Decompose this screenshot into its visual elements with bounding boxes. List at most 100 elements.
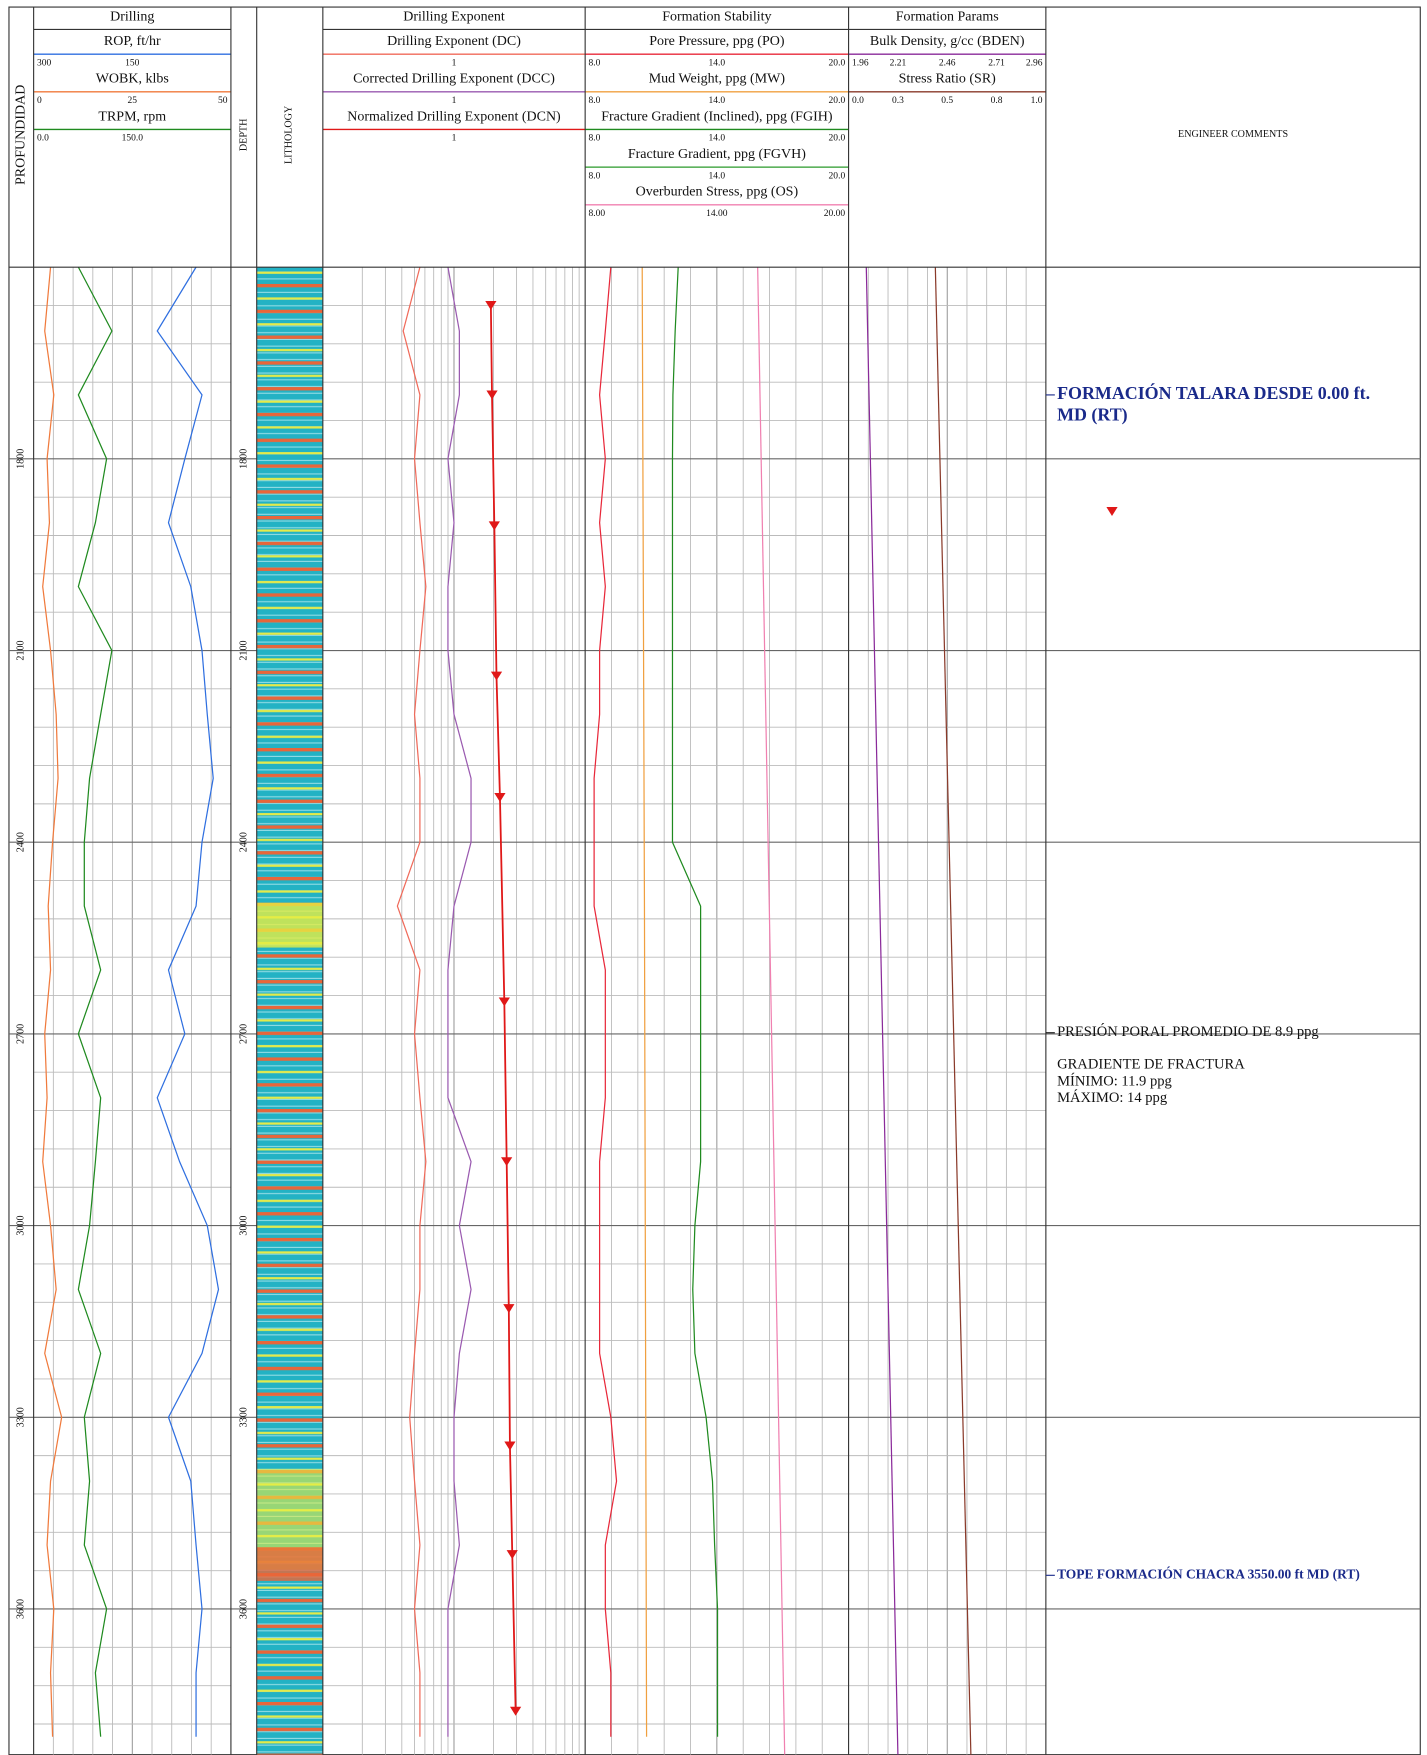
comment: PRESIÓN PORAL PROMEDIO DE 8.9 ppg [1057, 1023, 1319, 1040]
curve-name: Normalized Drilling Exponent (DCN) [347, 109, 561, 124]
scale-label: 50 [218, 96, 228, 106]
curve-marker [494, 792, 506, 802]
curve-marker [506, 1550, 518, 1560]
comment: GRADIENTE DE FRACTURA [1057, 1057, 1245, 1073]
grid: 1800 1800 2100 2100 2400 2400 2700 2700 3000 3000… [8, 267, 1421, 1755]
depth-label: 2100 [239, 640, 250, 660]
depth-label: 2100 [16, 640, 27, 660]
depth-label: 3300 [239, 1407, 250, 1427]
scale-label: 8.0 [589, 134, 601, 144]
scale-label: 8.0 [589, 171, 601, 181]
scale-label: 1 [452, 134, 457, 144]
scale-label: 25 [128, 96, 138, 106]
comment: FORMACIÓN TALARA DESDE 0.00 ft. [1057, 382, 1370, 403]
scale-label: 20.0 [829, 58, 846, 68]
scale-label: 2.71 [988, 58, 1005, 68]
curve [641, 267, 648, 1737]
curve [42, 267, 63, 1737]
curve [934, 267, 972, 1755]
scale-label: 8.0 [589, 58, 601, 68]
curve [671, 267, 719, 1737]
scale-label: 1 [452, 96, 457, 106]
curve-marker [503, 1304, 515, 1314]
scale-label: 14.0 [709, 96, 726, 106]
curve [447, 267, 472, 1737]
scale-label: 2.46 [939, 58, 956, 68]
track-title: Formation Stability [662, 9, 771, 24]
curve-name: Mud Weight, ppg (MW) [649, 72, 786, 87]
depth-label: 2700 [16, 1024, 27, 1044]
depth-label: 1800 [16, 449, 27, 469]
comments: FORMACIÓN TALARA DESDE 0.00 ft. MD (RT) … [1045, 382, 1370, 1581]
scale-label: 0.5 [941, 96, 953, 106]
curve-name: Fracture Gradient, ppg (FGVH) [628, 147, 806, 162]
curve [593, 267, 618, 1737]
marker [1106, 507, 1118, 516]
curve-name: Bulk Density, g/cc (BDEN) [870, 34, 1025, 49]
curve-marker [504, 1441, 516, 1451]
curve-marker [510, 1706, 522, 1716]
depth-label: 3600 [16, 1599, 27, 1619]
curve-name: WOBK, klbs [96, 72, 169, 87]
curve-name: TRPM, rpm [98, 109, 166, 124]
scale-label: 300 [37, 58, 52, 68]
curve [396, 266, 427, 1737]
depth-track-title: DEPTH [239, 119, 250, 151]
track-title: Drilling Exponent [403, 9, 505, 24]
depth-label: 3300 [16, 1407, 27, 1427]
comment: MÍNIMO: 11.9 ppg [1057, 1072, 1172, 1089]
scale-label: 14.00 [706, 209, 728, 219]
curves [42, 266, 972, 1755]
scale-label: 1 [452, 58, 457, 68]
scale-label: 0.3 [892, 96, 904, 106]
curve-marker [501, 1157, 513, 1167]
scale-label: 8.00 [589, 209, 606, 219]
curve-name: Stress Ratio (SR) [899, 72, 997, 87]
depth-label: 1800 [239, 449, 250, 469]
scale-label: 14.0 [709, 58, 726, 68]
curve-name: Pore Pressure, ppg (PO) [649, 34, 785, 49]
lithology-title: LITHOLOGY [284, 105, 295, 164]
scale-label: 1.0 [1031, 96, 1043, 106]
comment: TOPE FORMACIÓN CHACRA 3550.00 ft MD (RT) [1057, 1566, 1360, 1581]
scale-label: 14.0 [709, 134, 726, 144]
scale-label: 0 [37, 96, 42, 106]
depth-label: 2400 [16, 832, 27, 852]
scale-label: 20.0 [829, 171, 846, 181]
depth-label: 3000 [239, 1216, 250, 1236]
curve [77, 266, 113, 1737]
scale-label: 14.0 [709, 171, 726, 181]
scale-label: 0.0 [37, 134, 49, 144]
track-title: Drilling [110, 9, 154, 24]
curve-marker [486, 390, 498, 400]
scale-label: 150 [125, 58, 140, 68]
scale-label: 8.0 [589, 96, 601, 106]
curve [865, 267, 899, 1755]
curve-marker [498, 997, 510, 1007]
lithology [256, 267, 323, 1755]
scale-label: 2.21 [890, 58, 907, 68]
scale-label: 20.0 [829, 134, 846, 144]
comment: MD (RT) [1057, 404, 1128, 425]
curve-marker [485, 300, 497, 310]
scale-label: 0.0 [852, 96, 864, 106]
depth-title: PROFUNDIDAD [14, 85, 29, 185]
track-title: Formation Params [896, 9, 999, 24]
scale-label: 150.0 [122, 134, 144, 144]
scale-label: 1.96 [852, 58, 869, 68]
curve [156, 266, 220, 1737]
curve-marker [490, 671, 503, 681]
curve-name: Overburden Stress, ppg (OS) [636, 185, 799, 200]
scale-label: 20.00 [824, 209, 846, 219]
curve-name: ROP, ft/hr [104, 34, 161, 49]
header: Drilling ROP, ft/hr 300 150 WOBK, klbs 0 25 50 T… [33, 9, 1046, 219]
comments-title: ENGINEER COMMENTS [1178, 129, 1288, 140]
scale-label: 2.96 [1026, 58, 1043, 68]
curve-name: Corrected Drilling Exponent (DCC) [353, 72, 555, 87]
scale-label: 0.8 [991, 96, 1003, 106]
curve-marker [488, 521, 500, 531]
curve [757, 267, 786, 1755]
scale-label: 20.0 [829, 96, 846, 106]
